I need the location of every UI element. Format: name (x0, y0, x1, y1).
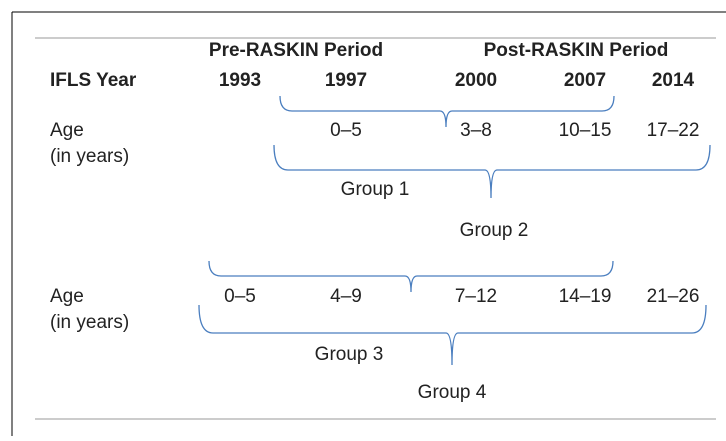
year: 2014 (652, 70, 695, 91)
group-label: Group 4 (418, 382, 487, 403)
year: 2000 (455, 70, 497, 91)
brace (208, 260, 614, 293)
group-label: Group 1 (341, 179, 410, 200)
age-label: Age (50, 120, 84, 141)
age-range: 17–22 (647, 120, 700, 141)
brace (273, 144, 711, 199)
age-range: 10–15 (559, 120, 612, 141)
age-range: 21–26 (647, 286, 700, 307)
age-range: 14–19 (559, 286, 612, 307)
age-range: 7–12 (455, 286, 497, 307)
row-label: IFLS Year (50, 70, 137, 91)
age-label: (in years) (50, 312, 129, 333)
age-label: Age (50, 286, 84, 307)
age-range: 3–8 (460, 120, 492, 141)
year: 2007 (564, 70, 606, 91)
group-label: Group 2 (460, 220, 529, 241)
year: 1993 (219, 70, 261, 91)
group-label: Group 3 (315, 344, 384, 365)
brace (279, 95, 615, 128)
age-range: 4–9 (330, 286, 362, 307)
period-label: Post-RASKIN Period (484, 40, 669, 61)
brace (198, 304, 707, 366)
age-range: 0–5 (224, 286, 256, 307)
year: 1997 (325, 70, 367, 91)
period-label: Pre-RASKIN Period (209, 40, 383, 61)
age-range: 0–5 (330, 120, 362, 141)
age-label: (in years) (50, 146, 129, 167)
